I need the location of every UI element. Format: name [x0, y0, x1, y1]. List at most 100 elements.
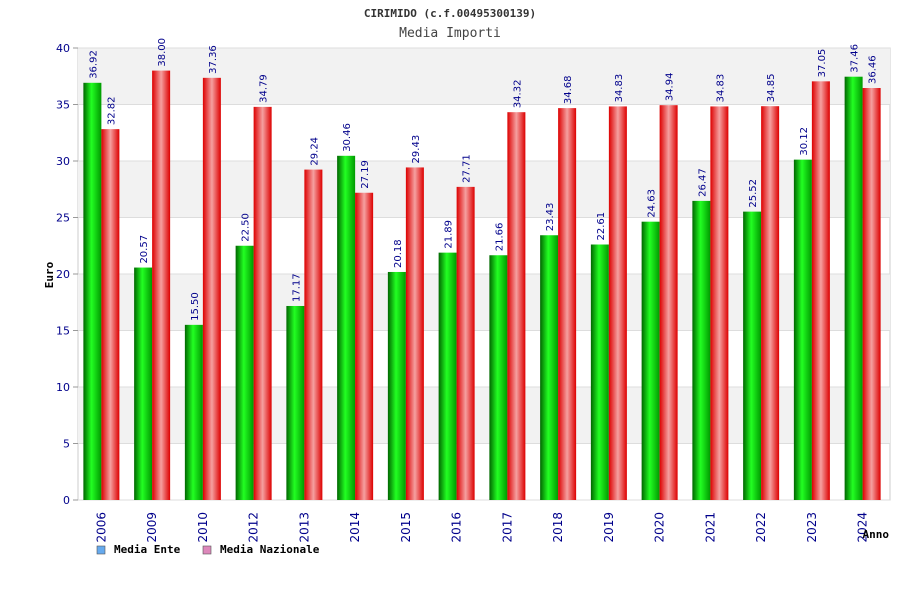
data-label: 22.50 — [241, 213, 252, 242]
legend-label: Media Ente — [114, 543, 181, 556]
x-tick-label: 2018 — [551, 512, 565, 543]
bar-media-nazionale — [862, 88, 881, 500]
data-label: 22.61 — [596, 212, 607, 241]
data-label: 20.18 — [393, 239, 404, 268]
bar-media-ente — [438, 252, 457, 500]
data-label: 34.68 — [563, 75, 574, 104]
y-tick-label: 30 — [56, 155, 70, 168]
bar-media-ente — [387, 271, 406, 500]
data-label: 34.32 — [512, 80, 523, 109]
data-label: 37.36 — [208, 45, 219, 74]
chart-title: CIRIMIDO (c.f.00495300139) — [364, 7, 536, 20]
bar-media-nazionale — [608, 106, 627, 501]
bar-media-ente — [235, 245, 254, 500]
legend-label: Media Nazionale — [220, 543, 320, 556]
bar-media-nazionale — [710, 106, 729, 501]
data-label: 34.79 — [259, 74, 270, 103]
bar-media-ente — [793, 159, 812, 501]
x-tick-label: 2024 — [856, 512, 870, 543]
x-tick-label: 2019 — [602, 512, 616, 543]
x-tick-label: 2020 — [653, 512, 667, 543]
data-label: 38.00 — [157, 38, 168, 67]
legend-swatch — [96, 545, 106, 555]
y-tick-label: 15 — [56, 325, 70, 338]
bar-media-ente — [83, 82, 102, 500]
data-label: 27.71 — [462, 154, 473, 183]
data-label: 29.24 — [309, 137, 320, 166]
bar-media-ente — [184, 324, 203, 500]
y-tick-label: 5 — [63, 438, 70, 451]
data-label: 34.83 — [715, 74, 726, 103]
data-label: 25.52 — [748, 179, 759, 208]
bar-media-nazionale — [304, 169, 323, 500]
bar-media-ente — [489, 255, 508, 500]
bar-media-ente — [743, 211, 762, 500]
x-tick-label: 2006 — [94, 512, 108, 543]
x-tick-label: 2012 — [247, 512, 261, 543]
bar-media-nazionale — [558, 108, 577, 500]
x-tick-label: 2016 — [450, 512, 464, 543]
data-label: 29.43 — [411, 135, 422, 164]
y-axis-ticks: 0 5 10 15 20 25 30 35 40 — [56, 42, 78, 507]
bar-media-nazionale — [152, 70, 171, 500]
data-label: 34.85 — [766, 74, 777, 103]
bar-media-ente — [692, 200, 711, 500]
x-axis-ticks: 2006 2009 2010 2012 2013 2014 2015 2016 2017 2018… — [94, 512, 869, 543]
data-label: 23.43 — [545, 203, 556, 232]
x-tick-label: 2015 — [399, 512, 413, 543]
data-label: 37.46 — [850, 44, 861, 73]
bar-media-nazionale — [405, 167, 424, 501]
x-tick-label: 2010 — [196, 512, 210, 543]
data-label: 17.17 — [291, 273, 302, 302]
data-label: 30.12 — [799, 127, 810, 156]
y-tick-label: 25 — [56, 212, 70, 225]
data-label: 34.83 — [614, 74, 625, 103]
bar-media-nazionale — [456, 186, 475, 500]
y-tick-label: 10 — [56, 381, 70, 394]
bar-media-nazionale — [507, 112, 526, 501]
data-label: 21.66 — [494, 223, 505, 252]
data-label: 26.47 — [697, 168, 708, 197]
chart-subtitle: Media Importi — [399, 26, 501, 41]
bar-media-ente — [337, 155, 356, 500]
x-tick-label: 2022 — [754, 512, 768, 543]
data-label: 21.89 — [444, 220, 455, 249]
bar-media-ente — [844, 76, 863, 501]
data-label: 37.05 — [817, 49, 828, 78]
bar-media-nazionale — [659, 105, 678, 500]
data-label: 34.94 — [665, 73, 676, 102]
y-tick-label: 0 — [63, 494, 70, 507]
bar-media-ente — [134, 267, 153, 500]
x-tick-label: 2013 — [297, 512, 311, 543]
bar-media-nazionale — [811, 81, 830, 501]
bars-group: 36.92 32.82 20.57 38.00 15.50 37.36 22.50 34.79… — [83, 38, 881, 501]
bar-media-ente — [641, 221, 660, 500]
bar-media-nazionale — [202, 77, 221, 500]
data-label: 15.50 — [190, 292, 201, 321]
data-label: 27.19 — [360, 160, 371, 189]
x-tick-label: 2014 — [348, 512, 362, 543]
x-tick-label: 2021 — [703, 512, 717, 543]
bar-media-nazionale — [761, 106, 780, 500]
data-label: 32.82 — [106, 96, 117, 125]
y-tick-label: 20 — [56, 268, 70, 281]
x-tick-label: 2009 — [145, 512, 159, 543]
y-tick-label: 40 — [56, 42, 70, 55]
bar-media-nazionale — [253, 106, 272, 501]
bar-media-ente — [540, 235, 559, 500]
y-tick-label: 35 — [56, 99, 70, 112]
bar-media-nazionale — [355, 192, 374, 501]
legend: Media Ente Media Nazionale — [96, 543, 320, 556]
data-label: 36.46 — [868, 55, 879, 84]
data-label: 30.46 — [342, 123, 353, 152]
data-label: 24.63 — [647, 189, 658, 218]
bar-media-ente — [286, 305, 305, 500]
x-tick-label: 2017 — [500, 512, 514, 543]
y-axis-label: Euro — [43, 261, 56, 288]
bar-media-nazionale — [101, 129, 120, 500]
x-axis-label: Anno — [863, 528, 890, 541]
data-label: 20.57 — [139, 235, 150, 264]
data-label: 36.92 — [88, 50, 99, 79]
bar-media-ente — [590, 244, 609, 500]
